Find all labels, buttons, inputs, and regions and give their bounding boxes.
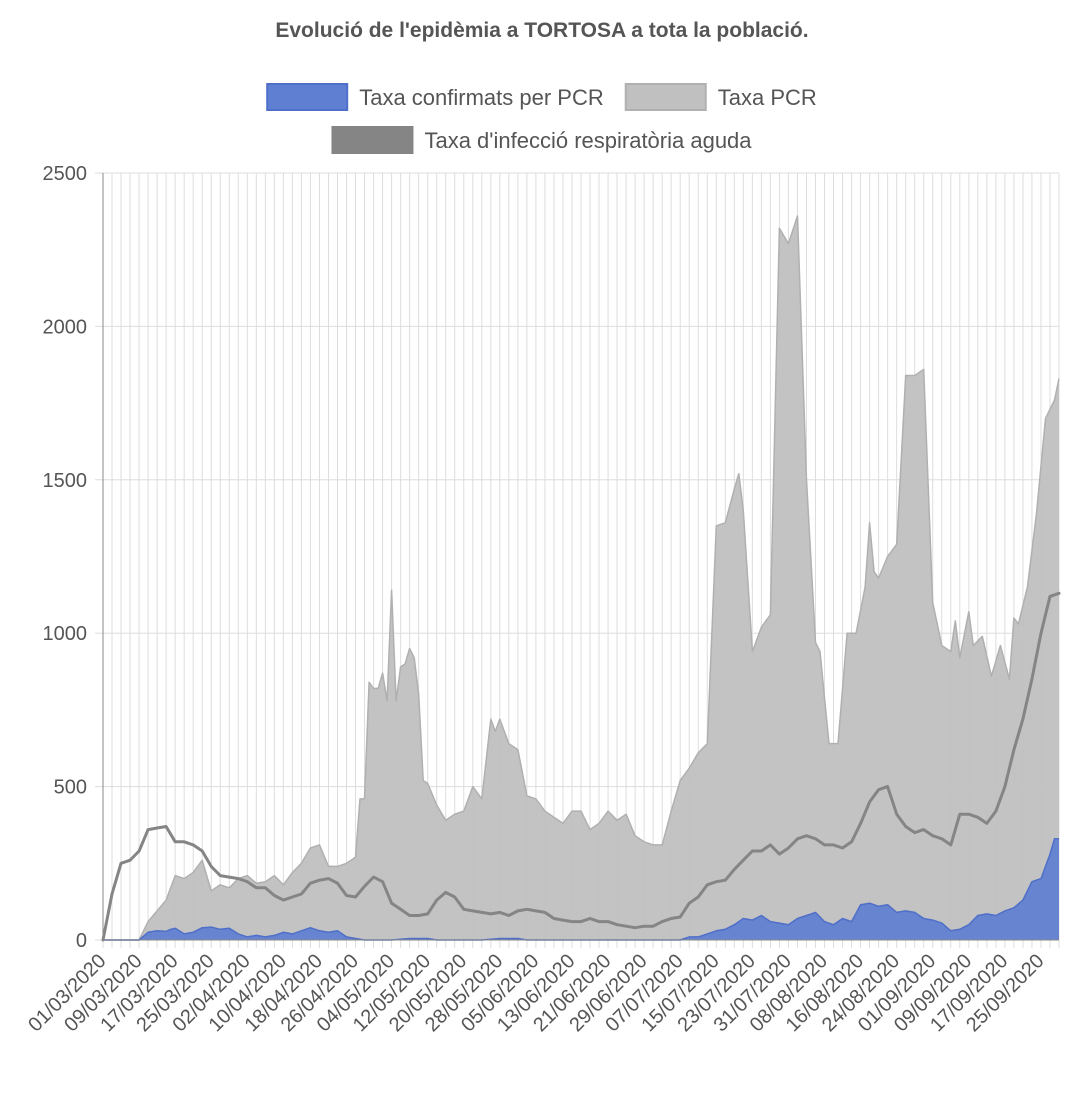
y-tick-label: 2000	[43, 316, 88, 338]
legend-item: Taxa confirmats per PCR	[267, 84, 604, 110]
legend-item: Taxa PCR	[626, 84, 817, 110]
y-tick-label: 2500	[43, 163, 88, 185]
legend-swatch	[267, 84, 347, 110]
y-tick-label: 1500	[43, 470, 88, 492]
legend: Taxa confirmats per PCR Taxa PCR Taxa d'in…	[267, 84, 817, 153]
legend-label: Taxa d'infecció respiratòria aguda	[424, 128, 752, 153]
y-tick-label: 0	[76, 930, 87, 952]
legend-swatch	[332, 127, 412, 153]
y-tick-label: 500	[54, 777, 87, 799]
y-tick-label: 1000	[43, 623, 88, 645]
legend-item: Taxa d'infecció respiratòria aguda	[332, 127, 752, 153]
chart-title: Evolució de l'epidèmia a TORTOSA a tota …	[275, 19, 808, 42]
y-axis-ticks: 0 500 1000 1500 2000 2500	[43, 163, 88, 952]
legend-swatch	[626, 84, 706, 110]
legend-label: Taxa PCR	[718, 85, 817, 110]
legend-label: Taxa confirmats per PCR	[359, 85, 604, 110]
x-axis-ticks: 01/03/202009/03/202017/03/202025/03/2020…	[24, 950, 1048, 1036]
